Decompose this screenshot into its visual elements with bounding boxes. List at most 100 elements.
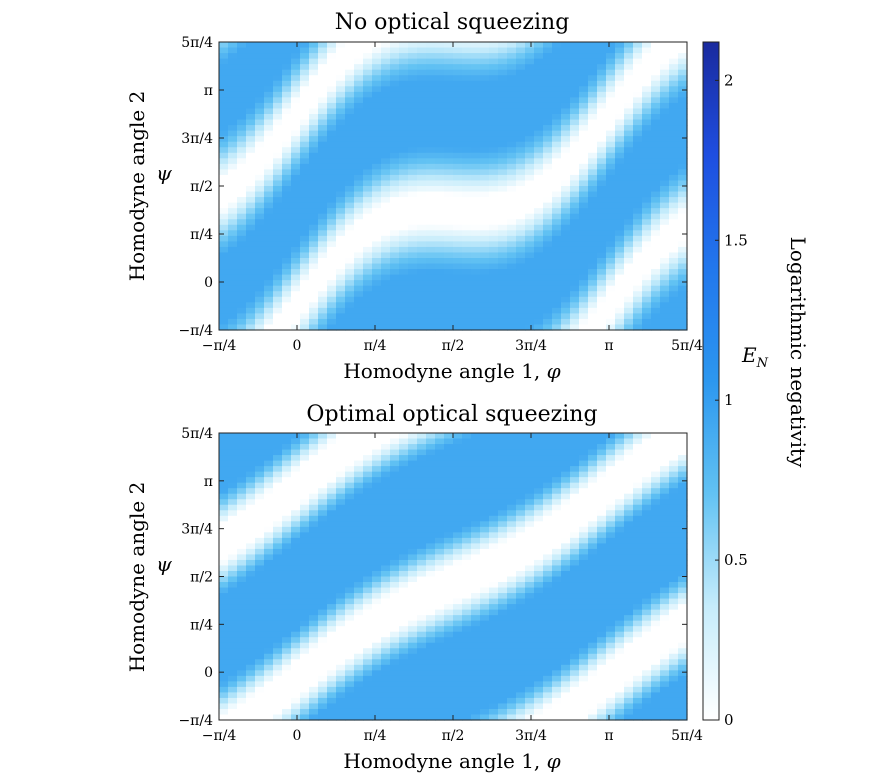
heatmap-cell <box>489 114 499 121</box>
heatmap-cell <box>615 158 625 165</box>
heatmap-cell <box>660 102 670 110</box>
heatmap-cell <box>624 246 634 254</box>
heatmap-cell <box>309 318 319 326</box>
heatmap-cell <box>291 136 301 143</box>
heatmap-cell <box>435 163 445 170</box>
heatmap-cell <box>471 69 481 76</box>
heatmap-cell <box>354 47 364 54</box>
heatmap-cell <box>660 152 670 159</box>
heatmap-cell <box>345 152 355 159</box>
heatmap-cell <box>363 269 373 276</box>
heatmap-cell <box>246 219 256 226</box>
heatmap-cell <box>408 466 418 473</box>
heatmap-cell <box>552 80 562 87</box>
heatmap-cell <box>507 47 517 54</box>
heatmap-cell <box>669 202 679 209</box>
heatmap-cell <box>525 444 535 451</box>
heatmap-cell <box>462 582 472 589</box>
heatmap-cell <box>543 291 553 298</box>
heatmap-cell <box>606 318 616 326</box>
heatmap-cell <box>426 537 436 544</box>
heatmap-cell <box>480 235 490 242</box>
heatmap-cell <box>660 285 670 292</box>
heatmap-cell <box>417 152 427 159</box>
heatmap-cell <box>669 285 679 292</box>
heatmap-cell <box>462 499 472 506</box>
heatmap-cell <box>633 230 643 237</box>
heatmap-cell <box>435 324 445 331</box>
heatmap-cell <box>516 576 526 583</box>
heatmap-cell <box>381 488 391 495</box>
heatmap-cell <box>309 180 319 187</box>
heatmap-cell <box>318 587 328 594</box>
heatmap-cell <box>489 141 499 148</box>
heatmap-cell <box>642 86 652 93</box>
heatmap-cell <box>309 197 319 204</box>
heatmap-cell <box>435 692 445 699</box>
heatmap-cell <box>489 532 499 539</box>
heatmap-cell <box>300 91 310 98</box>
heatmap-cell <box>417 58 427 65</box>
heatmap-cell <box>345 537 355 544</box>
heatmap-cell <box>354 565 364 572</box>
heatmap-cell <box>561 664 571 671</box>
heatmap-cell <box>309 537 319 544</box>
heatmap-cell <box>624 291 634 298</box>
heatmap-cell <box>399 587 409 594</box>
heatmap-cell <box>660 252 670 259</box>
heatmap-cell <box>381 477 391 484</box>
heatmap-cell <box>462 554 472 561</box>
heatmap-cell <box>237 186 247 193</box>
heatmap-cell <box>426 664 436 671</box>
heatmap-cell <box>444 69 454 76</box>
heatmap-cell <box>255 241 265 248</box>
heatmap-cell <box>246 197 256 204</box>
heatmap-cell <box>372 158 382 165</box>
heatmap-cell <box>615 269 625 276</box>
heatmap-cell <box>246 307 256 314</box>
heatmap-cell <box>507 252 517 259</box>
heatmap-cell <box>318 455 328 462</box>
heatmap-cell <box>570 197 580 204</box>
heatmap-cell <box>426 449 436 456</box>
heatmap-cell <box>399 537 409 544</box>
heatmap-cell <box>543 219 553 226</box>
heatmap-cell <box>246 263 256 270</box>
heatmap-cell <box>462 174 472 182</box>
heatmap-cell <box>489 664 499 671</box>
heatmap-cell <box>543 280 553 287</box>
heatmap-cell <box>507 675 517 682</box>
heatmap-cell <box>237 664 247 671</box>
heatmap-cell <box>237 147 247 154</box>
heatmap-cell <box>246 681 256 688</box>
heatmap-cell <box>552 241 562 248</box>
heatmap-cell <box>336 147 346 154</box>
heatmap-cell <box>552 686 562 693</box>
heatmap-cell <box>282 477 292 484</box>
heatmap-cell <box>354 532 364 539</box>
heatmap-cell <box>336 526 346 533</box>
heatmap-cell <box>543 433 553 440</box>
heatmap-cell <box>516 686 526 693</box>
heatmap-cell <box>228 302 238 309</box>
heatmap-cell <box>597 576 607 583</box>
heatmap-cell <box>336 714 346 721</box>
heatmap-cell <box>561 58 571 65</box>
heatmap-cell <box>327 47 337 54</box>
heatmap-cell <box>219 213 229 220</box>
heatmap-cell <box>264 455 274 462</box>
heatmap-cell <box>606 130 616 137</box>
heatmap-cell <box>498 313 508 320</box>
heatmap-cell <box>327 604 337 611</box>
heatmap-cell <box>552 324 562 331</box>
heatmap-cell <box>507 58 517 65</box>
heatmap-cell <box>318 258 328 265</box>
heatmap-cell <box>354 246 364 254</box>
heatmap-cell <box>444 191 454 198</box>
heatmap-cell <box>426 64 436 71</box>
heatmap-cell <box>498 280 508 287</box>
heatmap-cell <box>381 224 391 231</box>
heatmap-cell <box>219 136 229 143</box>
heatmap-cell <box>300 230 310 237</box>
heatmap-cell <box>219 488 229 495</box>
